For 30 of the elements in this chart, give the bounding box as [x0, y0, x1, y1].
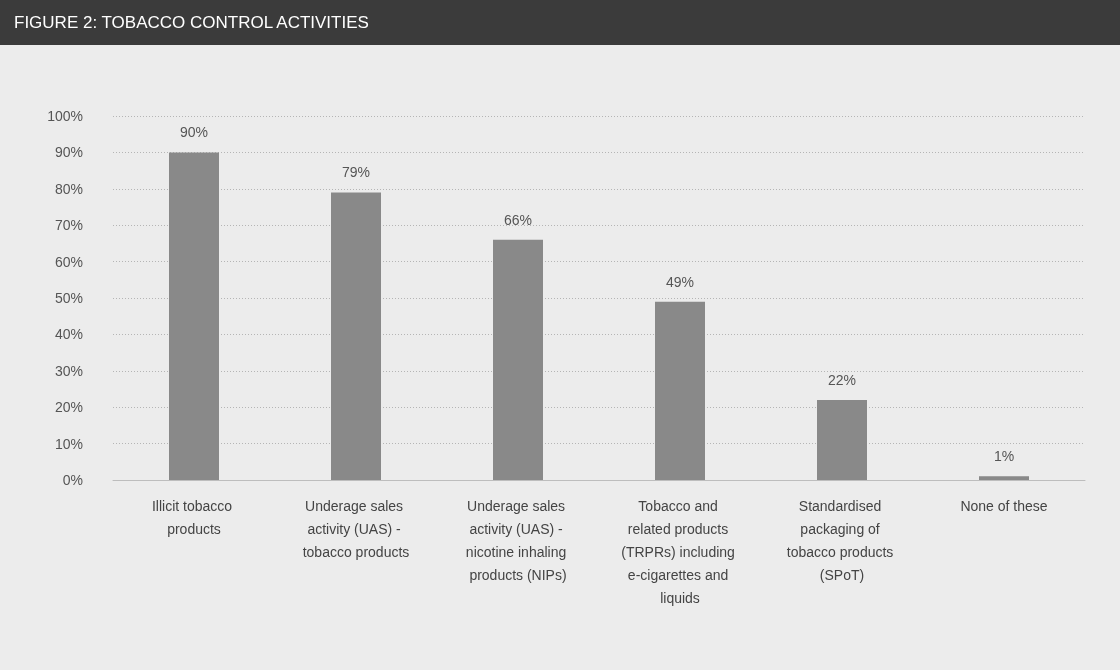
bar: [331, 192, 381, 480]
bar: [493, 239, 543, 480]
y-tick-label: 50%: [54, 290, 83, 306]
bar: [979, 476, 1029, 480]
y-tick-label: 100%: [47, 108, 83, 124]
y-tick-label: 20%: [54, 399, 83, 416]
y-tick-label: 70%: [54, 217, 83, 234]
data-label: 79%: [341, 164, 371, 181]
bar: [817, 399, 867, 480]
x-tick-label: Underage sales activity (UAS) - tobacco products: [302, 497, 410, 560]
x-tick-label: Illicit tobacco products: [151, 497, 237, 537]
x-tick-label: Tobacco and related products (TRPRs) including e-cigarettes and liquids: [621, 497, 739, 606]
chart-title: FIGURE 2: TOBACCO CONTROL ACTIVITIES: [14, 12, 369, 33]
x-tick-label: None of these: [960, 497, 1048, 514]
y-tick-label: 40%: [54, 326, 83, 343]
x-tick-label: Standardised packaging of tobacco products (SPoT): [786, 497, 898, 583]
data-label: 22%: [827, 371, 857, 388]
y-tick-label: 60%: [54, 253, 83, 270]
y-tick-label: 10%: [54, 435, 83, 452]
y-tick-label: 80%: [54, 180, 83, 197]
y-tick-label: 90%: [54, 144, 83, 161]
bar: [655, 301, 705, 480]
y-tick-label: 30%: [54, 362, 83, 379]
data-label: 1%: [993, 448, 1015, 465]
data-label: 66%: [503, 211, 533, 228]
x-tick-label: Underage sales activity (UAS) - nicotine inhaling products (NIPs): [465, 497, 571, 583]
data-label: 49%: [665, 273, 695, 290]
bar: [169, 152, 219, 480]
y-tick-label: 0%: [62, 472, 83, 488]
data-label: 90%: [179, 124, 209, 141]
